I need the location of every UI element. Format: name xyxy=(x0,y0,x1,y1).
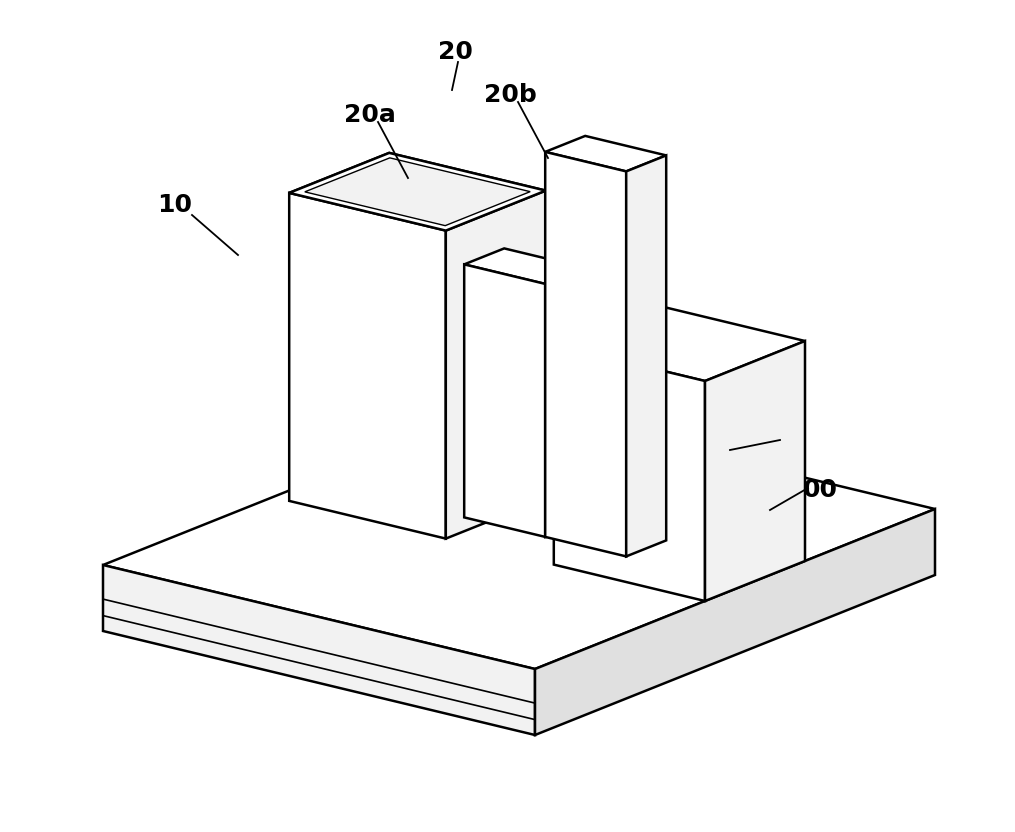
Polygon shape xyxy=(545,136,666,171)
Polygon shape xyxy=(446,191,546,538)
Polygon shape xyxy=(554,305,805,381)
Polygon shape xyxy=(545,152,626,557)
Polygon shape xyxy=(464,249,586,284)
Polygon shape xyxy=(289,153,546,230)
Polygon shape xyxy=(626,156,666,557)
Text: 20: 20 xyxy=(437,40,472,64)
Polygon shape xyxy=(103,565,535,735)
Text: 10: 10 xyxy=(157,193,193,217)
Polygon shape xyxy=(289,193,446,538)
Polygon shape xyxy=(554,344,705,601)
Polygon shape xyxy=(545,268,586,537)
Text: 00: 00 xyxy=(803,478,837,502)
Polygon shape xyxy=(103,405,935,669)
Polygon shape xyxy=(705,341,805,601)
Polygon shape xyxy=(289,153,546,230)
Polygon shape xyxy=(304,158,530,225)
Text: 20a: 20a xyxy=(344,103,396,127)
Polygon shape xyxy=(535,509,935,735)
Text: 10: 10 xyxy=(772,423,808,447)
Text: 20b: 20b xyxy=(483,83,536,107)
Polygon shape xyxy=(464,265,545,537)
